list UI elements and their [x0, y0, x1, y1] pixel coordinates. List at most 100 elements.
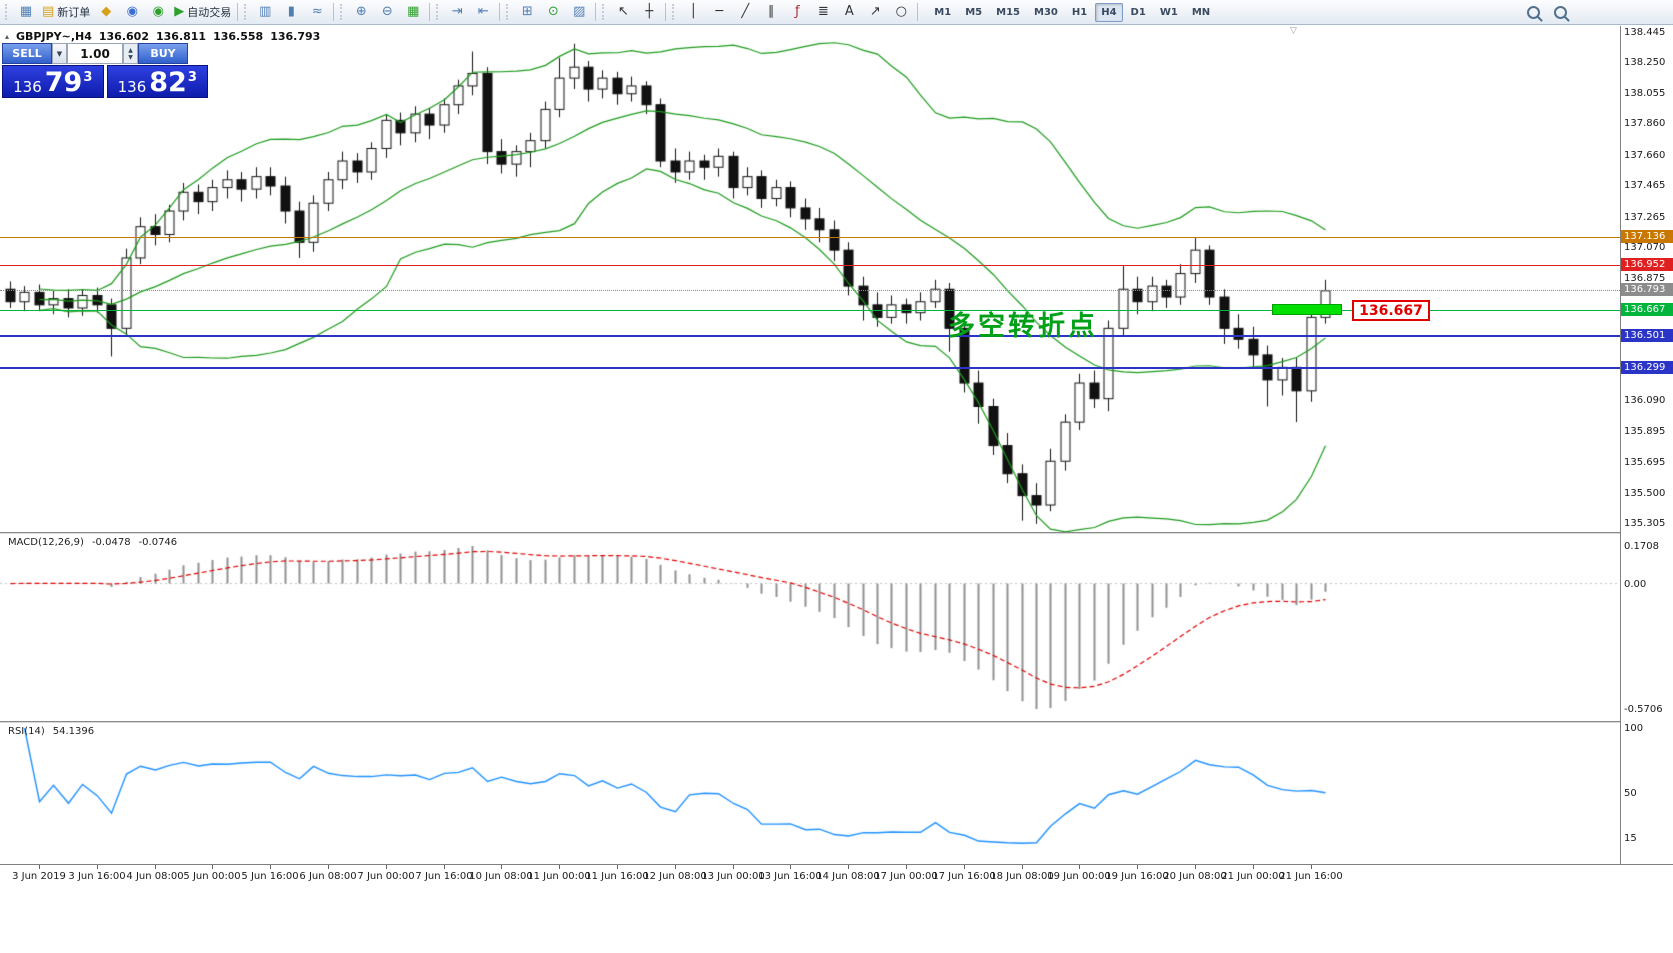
candlestick-type-icon[interactable]: ▮ — [279, 2, 303, 22]
price-tick: 138.445 — [1624, 27, 1666, 38]
vertical-line-tool-icon[interactable]: │ — [681, 2, 705, 22]
toolbar-drag-handle[interactable] — [436, 4, 441, 20]
template-icon[interactable]: ▨ — [567, 2, 591, 22]
crosshair-icon-glyph: ┼ — [645, 4, 654, 19]
line-chart-type-icon-glyph: ≈ — [311, 4, 323, 19]
cursor-icon[interactable]: ↖ — [611, 2, 635, 22]
timeframe-w1[interactable]: W1 — [1159, 6, 1178, 18]
price-hline-136.952[interactable] — [0, 265, 1620, 266]
auto-scroll-icon-glyph: ⇥ — [451, 4, 463, 19]
chart-window: ▴ GBPJPY~,H4 136.602 136.811 136.558 136… — [0, 26, 1673, 953]
panel-separator-macd[interactable] — [0, 532, 1673, 534]
trendline-tool-icon[interactable]: ╱ — [733, 2, 757, 22]
toolbar-drag-handle[interactable] — [602, 4, 607, 20]
price-hline-136.299[interactable] — [0, 367, 1620, 369]
timeframe-h1[interactable]: H1 — [1071, 6, 1088, 18]
volume-input[interactable]: 1.00 — [67, 43, 123, 64]
timeframe-m1[interactable]: M1 — [934, 6, 952, 18]
find-symbol-icon[interactable] — [1527, 5, 1540, 19]
price-hline-136.667[interactable] — [0, 310, 1620, 311]
toolbar: ▦ ▤ 新订单 ◆ ◉ ◉ ▶ 自动交易 ▥ ▮ ≈ ⊕ ⊖ ▦ ⇥ ⇤ ⊞ ⊙ ▨ ↖ ┼ │ ─ ╱ ∥ ƒ ≣ A ↗ ○ M1 M5… — [0, 0, 1673, 25]
timeframe-m30[interactable]: M30 — [1034, 6, 1058, 18]
levels-tool-icon-glyph: ≣ — [817, 4, 829, 19]
bar-chart-type-icon-glyph: ▥ — [259, 4, 272, 19]
line-chart-type-icon[interactable]: ≈ — [305, 2, 329, 22]
price-badge-136.952: 136.952 — [1621, 258, 1673, 272]
chart-window-icon[interactable]: ▦ — [14, 2, 38, 22]
highlight-rectangle[interactable] — [1272, 304, 1342, 315]
shapes-tool-icon[interactable]: ○ — [889, 2, 913, 22]
time-tick-label: 3 Jun 16:00 — [68, 871, 126, 882]
bar-chart-type-icon[interactable]: ▥ — [253, 2, 277, 22]
autotrade-button-label: 自动交易 — [187, 6, 232, 19]
price-hline-137.136[interactable] — [0, 237, 1620, 238]
panel-separator-rsi[interactable] — [0, 721, 1673, 723]
timeframe-d1[interactable]: D1 — [1130, 6, 1146, 18]
levels-tool-icon[interactable]: ≣ — [811, 2, 835, 22]
turning-point-annotation[interactable]: 多空转折点 — [948, 311, 1098, 342]
sell-button[interactable]: SELL — [2, 43, 52, 64]
time-tick-mark — [501, 865, 502, 869]
fibonacci-tool-icon[interactable]: ƒ — [785, 2, 809, 22]
toolbar-drag-handle[interactable] — [340, 4, 345, 20]
toolbar-separator — [237, 3, 239, 21]
crosshair-icon[interactable]: ┼ — [637, 2, 661, 22]
toolbar-separator — [665, 3, 667, 21]
auto-scroll-icon[interactable]: ⇥ — [445, 2, 469, 22]
autotrade-button[interactable]: ▶ 自动交易 — [172, 2, 233, 22]
buy-button[interactable]: BUY — [138, 43, 188, 64]
stepper-up-icon[interactable]: ▲ — [128, 46, 133, 54]
volume-stepper[interactable]: ▲ ▼ — [123, 43, 138, 64]
price-badge-136.793: 136.793 — [1621, 283, 1673, 297]
ohlc-toggle-icon[interactable]: ▴ — [5, 32, 10, 41]
depth-of-market-icon[interactable]: ◆ — [94, 2, 118, 22]
text-tool-icon[interactable]: A — [837, 2, 861, 22]
time-tick-mark — [212, 865, 213, 869]
community-icon[interactable]: ◉ — [146, 2, 170, 22]
volume-dropdown-button[interactable]: ▼ — [52, 43, 67, 64]
price-hline-136.793[interactable] — [0, 290, 1620, 291]
arrow-tool-icon[interactable]: ↗ — [863, 2, 887, 22]
new-window-icon[interactable]: ⊞ — [515, 2, 539, 22]
timeframe-m15[interactable]: M15 — [996, 6, 1021, 18]
time-tick-label: 5 Jun 00:00 — [183, 871, 241, 882]
horizontal-line-tool-icon[interactable]: ─ — [707, 2, 731, 22]
search-icon[interactable] — [1554, 5, 1567, 19]
zoom-in-icon[interactable]: ⊕ — [349, 2, 373, 22]
toolbar-drag-handle[interactable] — [506, 4, 511, 20]
autotrade-glyph: ▶ — [174, 4, 185, 19]
toolbar-drag-handle[interactable] — [244, 4, 249, 20]
main-chart-canvas[interactable] — [0, 26, 1620, 532]
grid-icon[interactable]: ▦ — [401, 2, 425, 22]
macd-canvas[interactable] — [0, 534, 1620, 721]
time-tick-mark — [1311, 865, 1312, 869]
time-tick-mark — [386, 865, 387, 869]
price-axis[interactable]: 138.445 138.250 138.055 137.860 137.660 137.4… — [1620, 26, 1673, 864]
rsi-canvas[interactable] — [0, 723, 1620, 864]
price-hline-136.501[interactable] — [0, 335, 1620, 337]
channel-tool-icon[interactable]: ∥ — [759, 2, 783, 22]
timeframe-toolbar: M1 M5 M15 M30 H1 H4 D1 W1 MN — [927, 2, 1217, 22]
time-tick-mark — [617, 865, 618, 869]
toolbar-drag-handle[interactable] — [672, 4, 677, 20]
toolbar-drag-handle[interactable] — [5, 4, 10, 20]
time-tick-label: 18 Jun 08:00 — [990, 871, 1054, 882]
time-axis[interactable]: 3 Jun 2019 3 Jun 16:00 4 Jun 08:00 5 Jun 00… — [0, 864, 1673, 891]
period-icon[interactable]: ⊙ — [541, 2, 565, 22]
stepper-down-icon[interactable]: ▼ — [128, 53, 133, 61]
price-tick: 137.660 — [1624, 149, 1666, 161]
price-badge-137.136: 137.136 — [1621, 229, 1673, 243]
macd-label: MACD(12,26,9) -0.0478 -0.0746 — [8, 537, 177, 548]
time-tick-mark — [39, 865, 40, 869]
chart-shift-marker-icon[interactable]: ▽ — [1290, 26, 1297, 36]
new-order-button[interactable]: ▤ 新订单 — [40, 2, 92, 22]
price-callout-label[interactable]: 136.667 — [1352, 300, 1430, 321]
timeframe-mn[interactable]: MN — [1191, 6, 1211, 18]
sell-price-button[interactable]: 136 79 3 — [2, 65, 104, 98]
buy-price-button[interactable]: 136 82 3 — [106, 65, 208, 98]
chart-shift-icon[interactable]: ⇤ — [471, 2, 495, 22]
accounts-icon[interactable]: ◉ — [120, 2, 144, 22]
timeframe-h4[interactable]: H4 — [1095, 2, 1123, 22]
timeframe-m5[interactable]: M5 — [965, 6, 983, 18]
zoom-out-icon[interactable]: ⊖ — [375, 2, 399, 22]
